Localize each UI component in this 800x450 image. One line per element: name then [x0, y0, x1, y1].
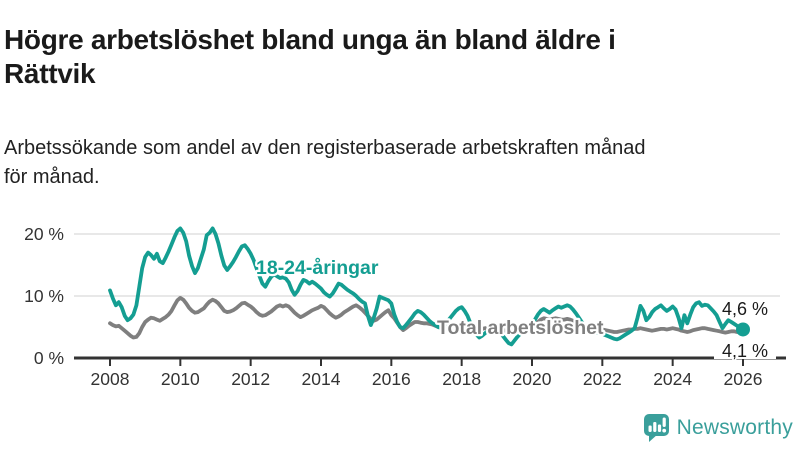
series-label-youth: 18-24-åringar: [256, 256, 379, 279]
x-tick-label: 2014: [302, 369, 341, 389]
x-tick-label: 2018: [442, 369, 481, 389]
x-tick-label: 2012: [231, 369, 270, 389]
newsworthy-brand-text: Newsworthy: [676, 416, 793, 439]
x-tick-label: 2010: [161, 369, 200, 389]
chart-subtitle: Arbetssökande som andel av den registerb…: [4, 134, 794, 192]
y-tick-label: 0 %: [34, 348, 64, 368]
chart-title-line-2: Rättvik: [4, 57, 96, 89]
series-label-total: Total arbetslöshet: [437, 317, 604, 339]
end-value-total: 4,1 %: [722, 341, 768, 361]
x-tick-label: 2022: [583, 369, 622, 389]
chart-subtitle-line-1: Arbetssökande som andel av den registerb…: [4, 137, 646, 159]
chart-canvas: 2008 2010 2012 2014 2016 2018 2020 2022 2024 2026…: [24, 224, 786, 389]
newsworthy-logo-icon: [643, 414, 669, 442]
series-end-dot: [736, 322, 751, 337]
newsworthy-brand-link[interactable]: Newsworthy: [643, 413, 793, 443]
series-line-youth: [108, 226, 745, 347]
end-value-youth: 4,6 %: [722, 299, 768, 319]
unemployment-line-chart: 2008 2010 2012 2014 2016 2018 2020 2022 2024 2026…: [0, 200, 800, 450]
end-value-total-backdrop: [714, 341, 776, 359]
chart-title-line-1: Högre arbetslöshet bland unga än bland ä…: [4, 23, 616, 55]
x-tick-label: 2008: [91, 369, 130, 389]
chart-subtitle-line-2: för månad.: [4, 166, 100, 188]
x-tick-label: 2016: [372, 369, 411, 389]
x-tick-label: 2026: [724, 369, 763, 389]
y-tick-label: 20 %: [24, 224, 64, 244]
y-tick-label: 10 %: [24, 286, 64, 306]
x-tick-label: 2024: [653, 369, 692, 389]
series-line-total: [108, 295, 745, 340]
chart-title: Högre arbetslöshet bland unga än bland ä…: [4, 23, 794, 91]
x-tick-label: 2020: [513, 369, 552, 389]
